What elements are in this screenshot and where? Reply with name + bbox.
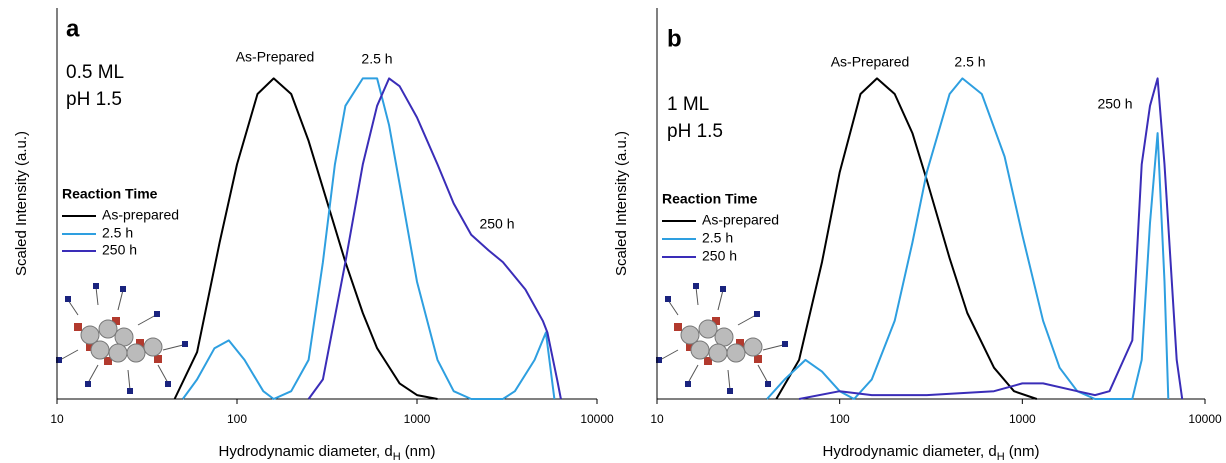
panel-letter: b [667,25,682,52]
curve-label: As-Prepared [831,54,910,70]
x-tick-label: 1000 [1009,412,1036,426]
x-axis-label-subscript: H [393,451,401,463]
data-line [798,77,1184,400]
data-line [775,77,1038,400]
legend-label: 250 h [702,248,737,264]
x-tick-label: 10000 [580,412,614,426]
curve-label: 2.5 h [954,54,985,70]
x-tick-label: 10 [650,412,664,426]
legend-label: 2.5 h [102,225,133,241]
curve-label: 250 h [1097,96,1132,112]
x-tick-label: 100 [227,412,247,426]
legend-title: Reaction Time [662,191,758,207]
curve-label: As-Prepared [236,49,315,65]
data-line [307,77,562,400]
x-axis-label: Hydrodynamic diameter, dH (nm) [218,443,435,463]
data-line [173,77,438,400]
annotation: pH 1.5 [66,89,122,110]
legend-label: 2.5 h [702,230,733,246]
x-axis-label-text: Hydrodynamic diameter, d [218,443,392,460]
x-tick-label: 10000 [1188,412,1222,426]
legend-label: As-prepared [702,212,779,228]
molecule-icon [655,282,789,395]
x-axis-label-unit: (nm) [1009,443,1040,460]
data-line [181,77,556,400]
y-axis-label: Scaled Intensity (a.u.) [613,131,630,276]
curve-label: 2.5 h [361,51,392,67]
annotation: 0.5 ML [66,62,124,83]
x-axis-label-text: Hydrodynamic diameter, d [822,443,996,460]
x-axis-label-subscript: H [997,451,1005,463]
annotation: pH 1.5 [667,121,723,142]
x-axis-label-unit: (nm) [405,443,436,460]
molecule-icon [55,282,189,395]
x-tick-label: 100 [830,412,850,426]
y-axis-label: Scaled Intensity (a.u.) [13,131,30,276]
legend-label: 250 h [102,242,137,258]
x-tick-label: 10 [50,412,64,426]
curve-label: 250 h [479,216,514,232]
x-tick-label: 1000 [404,412,431,426]
x-axis-label: Hydrodynamic diameter, dH (nm) [822,443,1039,463]
panel-letter: a [66,15,80,42]
legend-title: Reaction Time [62,186,158,202]
annotation: 1 ML [667,94,709,115]
legend-label: As-prepared [102,207,179,223]
